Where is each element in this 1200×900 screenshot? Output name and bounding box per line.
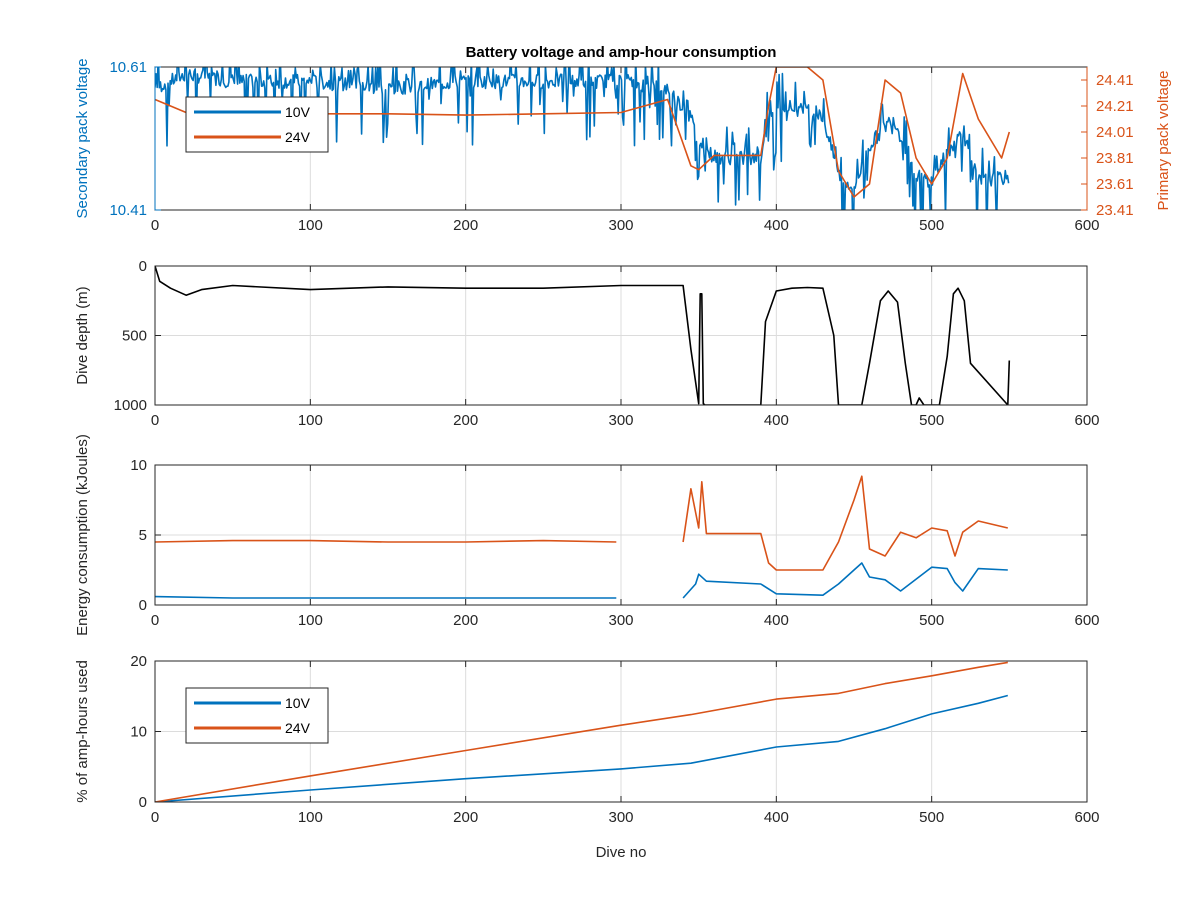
x-tick-label: 500 [919, 809, 944, 826]
y2-tick-label: 24.41 [1096, 72, 1134, 89]
legend-label-10v: 10V [285, 104, 311, 120]
x-axis-label: Dive no [596, 844, 647, 861]
y-tick-label: 0 [139, 597, 147, 614]
figure-title: Battery voltage and amp-hour consumption [466, 44, 777, 61]
y-tick-label: 5 [139, 527, 147, 544]
legend-label-10v: 10V [285, 695, 311, 711]
y-tick-label: 10.41 [109, 202, 147, 219]
y-tick-label: 0 [139, 258, 147, 275]
y-tick-label: 20 [130, 653, 147, 670]
panel-3: 0 100 200 300 400 500 600 0 5 10 Energy consumptio… [74, 434, 1100, 636]
x-tick-label: 300 [608, 809, 633, 826]
legend-box [185, 96, 329, 153]
panel-1: 0 100 200 300 400 500 600 10.41 10.61 23.41 23.61 2… [74, 58, 1172, 234]
x-tick-label: 0 [151, 612, 159, 629]
x-tick-label: 500 [919, 412, 944, 429]
series-10v-line [155, 562, 1008, 599]
series-24v-line [155, 67, 1011, 198]
y2-tick-label: 23.81 [1096, 150, 1134, 167]
y2-tick-label: 24.01 [1096, 124, 1134, 141]
series-24v-line [155, 661, 1008, 802]
x-tick-label: 400 [764, 217, 789, 234]
x-tick-label: 600 [1074, 217, 1099, 234]
x-tick-label: 0 [151, 412, 159, 429]
y-axis-label: Secondary pack voltage [74, 58, 91, 218]
y2-tick-label: 24.21 [1096, 98, 1134, 115]
y-tick-label: 0 [139, 794, 147, 811]
y-axis-label: % of amp-hours used [74, 660, 91, 803]
y-tick-label: 10 [130, 724, 147, 741]
x-tick-label: 400 [764, 412, 789, 429]
panel-2: 0 100 200 300 400 500 600 0 500 1000 Dive depth (m… [74, 258, 1100, 429]
x-tick-label: 200 [453, 612, 478, 629]
panel-4: 0 100 200 300 400 500 600 0 10 20 % of amp-hours u… [74, 653, 1100, 861]
legend: 10V 24V [185, 96, 329, 153]
y-tick-label: 500 [122, 328, 147, 345]
x-tick-label: 600 [1074, 412, 1099, 429]
y-tick-label: 10 [130, 457, 147, 474]
x-tick-label: 600 [1074, 612, 1099, 629]
x-tick-label: 300 [608, 412, 633, 429]
y-axis-label: Energy consumption (kJoules) [74, 434, 91, 636]
x-tick-label: 300 [608, 612, 633, 629]
y2-tick-label: 23.41 [1096, 202, 1134, 219]
series-10v-line [155, 67, 1010, 210]
x-tick-label: 500 [919, 612, 944, 629]
x-tick-label: 100 [298, 809, 323, 826]
x-tick-label: 200 [453, 217, 478, 234]
x-tick-label: 100 [298, 217, 323, 234]
legend: 10V 24V [185, 687, 329, 744]
x-tick-label: 300 [608, 217, 633, 234]
y-tick-label: 10.61 [109, 59, 147, 76]
series-24v-line [155, 475, 1008, 571]
plots-layer: 0 100 200 300 400 500 60010.4110.6123.4123.612… [74, 58, 1172, 861]
y2-tick-label: 23.61 [1096, 176, 1134, 193]
series-10v-line [155, 694, 1009, 802]
x-tick-label: 200 [453, 412, 478, 429]
x-tick-label: 0 [151, 217, 159, 234]
legend-label-24v: 24V [285, 720, 311, 736]
series-depth-line [155, 266, 1011, 405]
x-tick-label: 200 [453, 809, 478, 826]
x-tick-label: 400 [764, 809, 789, 826]
x-tick-label: 100 [298, 612, 323, 629]
y-tick-label: 1000 [114, 397, 147, 414]
x-tick-label: 500 [919, 217, 944, 234]
x-tick-label: 600 [1074, 809, 1099, 826]
y-axis-label: Dive depth (m) [74, 286, 91, 384]
x-tick-label: 400 [764, 612, 789, 629]
x-tick-label: 0 [151, 809, 159, 826]
y2-axis-label: Primary pack voltage [1155, 70, 1172, 210]
legend-label-24v: 24V [285, 129, 311, 145]
legend-box [185, 687, 329, 744]
x-tick-label: 100 [298, 412, 323, 429]
